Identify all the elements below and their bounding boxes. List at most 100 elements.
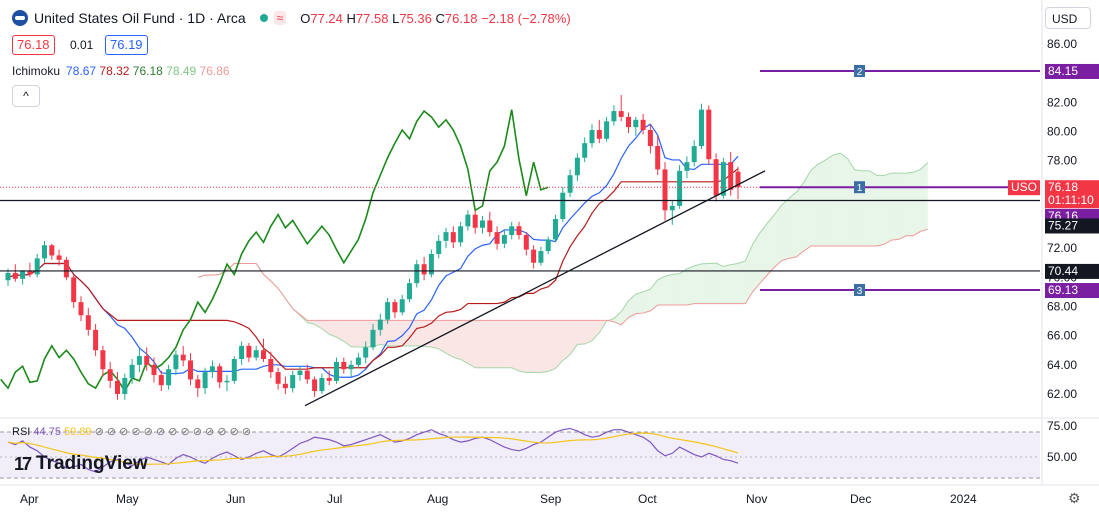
currency-select[interactable]: USD: [1045, 7, 1091, 29]
candle: [531, 249, 537, 263]
kumo-cloud-segment: [818, 159, 826, 246]
candle: [122, 377, 128, 394]
kumo-cloud-segment: [752, 232, 760, 292]
candle: [604, 121, 610, 139]
level-label-box[interactable]: [854, 284, 865, 297]
candle: [282, 383, 288, 389]
candle: [195, 379, 201, 389]
spread-value: 0.01: [70, 38, 94, 52]
kumo-cloud-segment: [920, 162, 928, 232]
candle: [392, 302, 398, 313]
kumo-cloud-segment: [781, 198, 790, 261]
buy-button[interactable]: 76.19: [105, 35, 148, 55]
candle: [377, 319, 383, 330]
candle: [275, 372, 281, 384]
candle: [691, 146, 697, 163]
candle: [560, 192, 566, 219]
kumo-cloud-segment: [789, 192, 797, 259]
candle: [626, 116, 631, 128]
candle: [312, 379, 318, 392]
kumo-cloud-segment: [438, 320, 446, 354]
indicator-name: Ichimoku: [12, 64, 61, 78]
kumo-cloud-segment: [891, 173, 899, 241]
level-label: 3: [857, 286, 863, 297]
candle: [78, 302, 84, 316]
candle: [611, 111, 617, 122]
kumo-cloud-segment: [840, 153, 848, 246]
price-tick-label: 72.00: [1047, 241, 1077, 255]
candle: [699, 109, 704, 147]
kumo-cloud-segment: [460, 320, 468, 364]
kumo-cloud-segment: [504, 320, 512, 368]
candle: [494, 232, 500, 244]
candle: [553, 219, 558, 240]
candle: [647, 130, 653, 147]
candle: [297, 370, 303, 376]
kumo-cloud-segment: [555, 320, 563, 369]
wave-icon[interactable]: ≈: [273, 11, 287, 25]
line-price-tag-bg: [1045, 263, 1099, 279]
candle: [655, 146, 661, 170]
candle: [370, 329, 376, 348]
rsi-legend[interactable]: RSI 44.75 59.89 ⊘ ⊘ ⊘ ⊘ ⊘ ⊘ ⊘ ⊘ ⊘ ⊘ ⊘ ⊘ …: [12, 426, 252, 438]
time-axis-label: Jun: [226, 492, 245, 506]
kumo-cloud-segment: [540, 320, 549, 373]
ichimoku-legend[interactable]: Ichimoku 78.67 78.32 76.18 78.49 76.86: [12, 64, 230, 78]
symbol-header[interactable]: United States Oil Fund · 1D · Arca ≈ O77…: [12, 8, 571, 28]
kumo-cloud-segment: [657, 276, 665, 306]
kumo-cloud-segment: [570, 320, 578, 355]
candle: [136, 356, 142, 365]
kumo-cloud-segment: [701, 263, 709, 304]
candle: [487, 220, 493, 233]
level-price-tag: 84.15: [1048, 64, 1078, 78]
kumo-cloud-segment: [650, 279, 658, 311]
level-label-box[interactable]: [854, 64, 865, 77]
candle: [436, 240, 442, 254]
kumo-cloud-segment: [628, 294, 636, 318]
candle: [71, 277, 77, 303]
candle: [290, 375, 296, 389]
kumo-cloud-segment: [562, 320, 571, 361]
level-label-box[interactable]: [854, 181, 865, 194]
candle: [501, 235, 507, 244]
level-label: 1: [857, 183, 863, 194]
candle: [363, 347, 369, 358]
kumo-cloud-segment: [497, 320, 505, 368]
kumo-cloud-segment: [723, 264, 731, 304]
sell-button[interactable]: 76.18: [12, 35, 55, 55]
ichimoku-value-4: 76.86: [199, 64, 230, 78]
kumo-cloud-segment: [467, 320, 476, 368]
candle: [100, 350, 106, 370]
kumo-cloud-segment: [336, 320, 344, 342]
candle: [115, 380, 120, 394]
candle: [618, 111, 624, 117]
kumo-cloud-segment: [905, 172, 914, 236]
kumo-cloud-segment: [643, 289, 651, 314]
settings-icon[interactable]: ⚙: [1068, 490, 1081, 506]
candle: [217, 366, 223, 383]
trendline[interactable]: [304, 170, 766, 407]
kumo-cloud-segment: [577, 320, 585, 345]
symbol-title[interactable]: United States Oil Fund · 1D · Arca: [34, 10, 246, 26]
kumo-cloud-segment: [431, 320, 439, 349]
candle: [202, 372, 208, 389]
kumo-cloud-segment: [343, 320, 352, 347]
kumo-cloud-segment: [482, 320, 490, 368]
time-axis-label: 2024: [950, 492, 977, 506]
candle: [385, 302, 391, 320]
time-axis-label: Dec: [850, 492, 871, 506]
level-price-tag-bg: [1045, 63, 1099, 79]
candle: [42, 245, 47, 259]
price-tick-label: 80.00: [1047, 125, 1077, 139]
price-tick-label: 78.00: [1047, 154, 1077, 168]
tradingview-logo[interactable]: 17 TradingView: [14, 453, 148, 474]
kumo-cloud-segment: [387, 320, 395, 346]
line-price-tag: 70.44: [1048, 264, 1078, 278]
candle: [684, 162, 690, 171]
time-axis-label: Jul: [327, 492, 342, 506]
countdown-tag-bg: [1045, 194, 1099, 209]
collapse-legend-button[interactable]: ^: [12, 85, 40, 107]
level-price-tag: 69.13: [1048, 283, 1078, 297]
candle: [516, 226, 522, 236]
